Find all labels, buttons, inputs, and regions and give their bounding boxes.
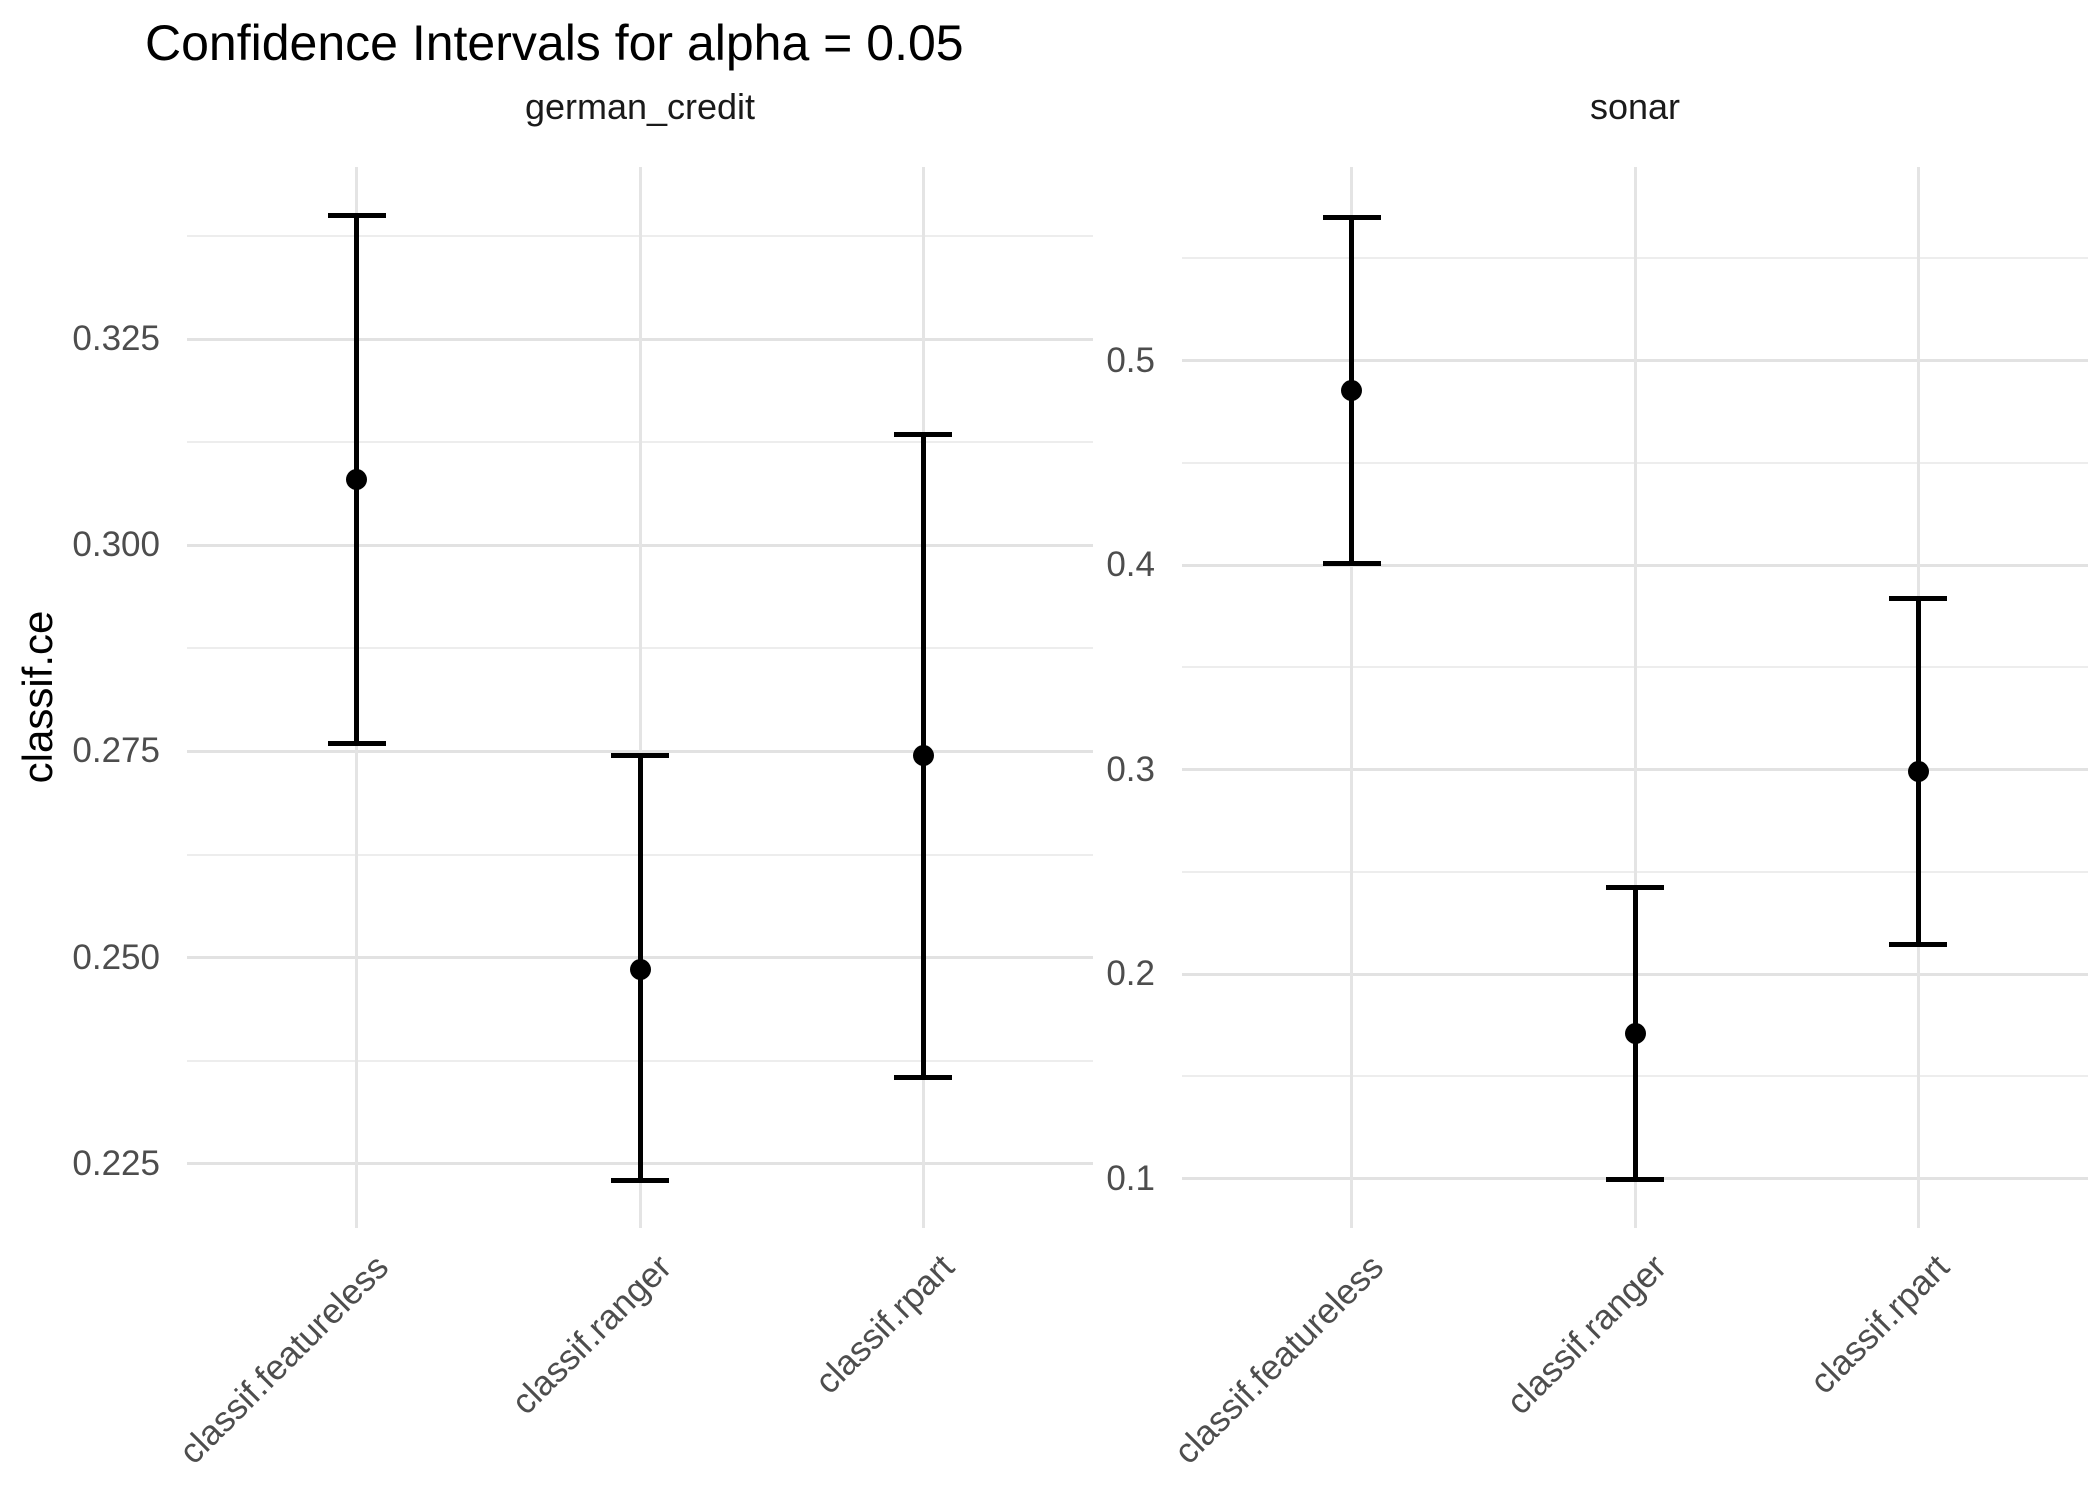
gridline-x — [1350, 167, 1354, 1228]
point-estimate — [1341, 379, 1363, 401]
errorbar-cap-bottom — [611, 1177, 669, 1183]
y-tick-label: 0.250 — [72, 937, 160, 977]
x-tick-label: classif.ranger — [504, 1247, 679, 1423]
point-estimate — [629, 959, 651, 981]
errorbar-cap-bottom — [1606, 1177, 1664, 1183]
y-tick-label: 0.225 — [72, 1143, 160, 1183]
errorbar-cap-top — [1889, 596, 1948, 602]
y-tick-label: 0.4 — [1106, 545, 1155, 585]
errorbar-cap-top — [1606, 884, 1664, 890]
facet-label-german-credit: german_credit — [524, 86, 756, 127]
y-tick-label: 0.325 — [72, 319, 160, 359]
errorbar-cap-top — [894, 431, 953, 437]
facet-label-sonar: sonar — [1589, 86, 1681, 127]
y-tick-label: 0.3 — [1106, 749, 1155, 789]
plot-title: Confidence Intervals for alpha = 0.05 — [145, 15, 964, 71]
errorbar-cap-bottom — [327, 740, 386, 746]
gridline-x — [638, 167, 642, 1228]
y-tick-label: 0.275 — [72, 731, 160, 771]
gridline-x — [1633, 167, 1637, 1228]
x-tick-label: classif.rpart — [807, 1247, 962, 1402]
point-estimate — [346, 468, 368, 490]
errorbar-cap-bottom — [1322, 560, 1381, 566]
y-tick-label: 0.2 — [1106, 954, 1155, 994]
errorbar-cap-top — [1322, 214, 1381, 220]
x-tick-label: classif.rpart — [1802, 1247, 1957, 1402]
errorbar-cap-top — [611, 753, 669, 759]
y-tick-label: 0.1 — [1106, 1158, 1155, 1198]
errorbar-cap-bottom — [894, 1074, 953, 1080]
errorbar-cap-top — [327, 213, 386, 219]
x-tick-label: classif.featureless — [171, 1247, 396, 1472]
y-tick-label: 0.5 — [1106, 340, 1155, 380]
point-estimate — [912, 745, 934, 767]
y-tick-label: 0.300 — [72, 525, 160, 565]
point-estimate — [1907, 761, 1929, 783]
point-estimate — [1624, 1022, 1646, 1044]
x-tick-label: classif.featureless — [1166, 1247, 1391, 1472]
x-tick-label: classif.ranger — [1499, 1247, 1674, 1423]
errorbar-cap-bottom — [1889, 941, 1948, 947]
